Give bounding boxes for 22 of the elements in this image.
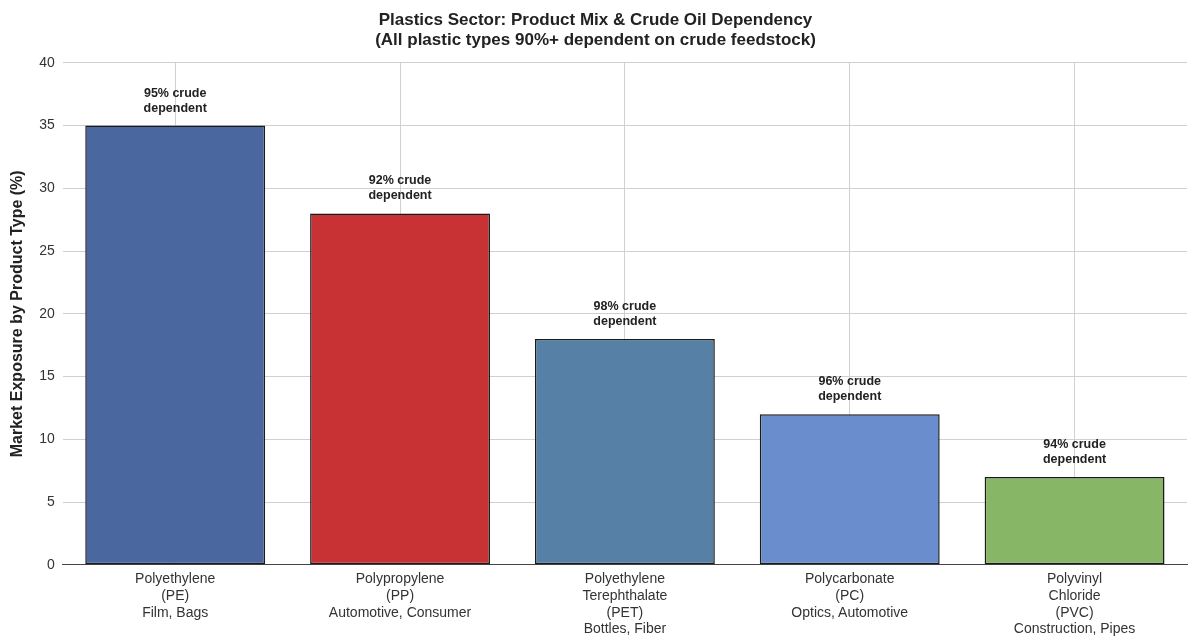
y-tick-label: 30	[39, 179, 55, 196]
x-tick-label: Polypropylene (PP) Automotive, Consumer	[328, 570, 472, 620]
y-axis-title: Market Exposure by Product Type (%)	[8, 170, 26, 458]
y-tick-label: 35	[39, 116, 55, 133]
annotation: 92% crude dependent	[368, 173, 433, 203]
x-tick-label: Polycarbonate (PC) Optics, Automotive	[791, 570, 909, 620]
y-tick-label: 15	[39, 367, 55, 384]
y-tick-label: 0	[46, 555, 55, 572]
annotation: 95% crude dependent	[143, 85, 208, 115]
y-tick-label: 20	[39, 304, 55, 321]
y-tick-label: 40	[39, 53, 55, 70]
x-tick-label: Polyvinyl Chloride (PVC) Construction, Pipes	[1013, 570, 1136, 637]
chart-title: Plastics Sector: Product Mix & Crude Oil Dependency	[378, 9, 813, 29]
y-tick-label: 10	[39, 430, 55, 447]
chart-subtitle: (All plastic types 90%+ dependent on crude feedstock)	[375, 30, 816, 50]
y-tick-label: 5	[46, 492, 55, 509]
annotation: 94% crude dependent	[1042, 436, 1108, 466]
x-tick-label: Polyethylene (PE) Film, Bags	[135, 570, 216, 620]
annotation: 98% crude dependent	[593, 298, 658, 328]
annotation: 96% crude dependent	[818, 374, 883, 404]
y-tick-label: 25	[39, 241, 55, 258]
x-tick-label: Polyethylene Terephthalate (PET) Bottles, Fiber	[582, 570, 668, 637]
